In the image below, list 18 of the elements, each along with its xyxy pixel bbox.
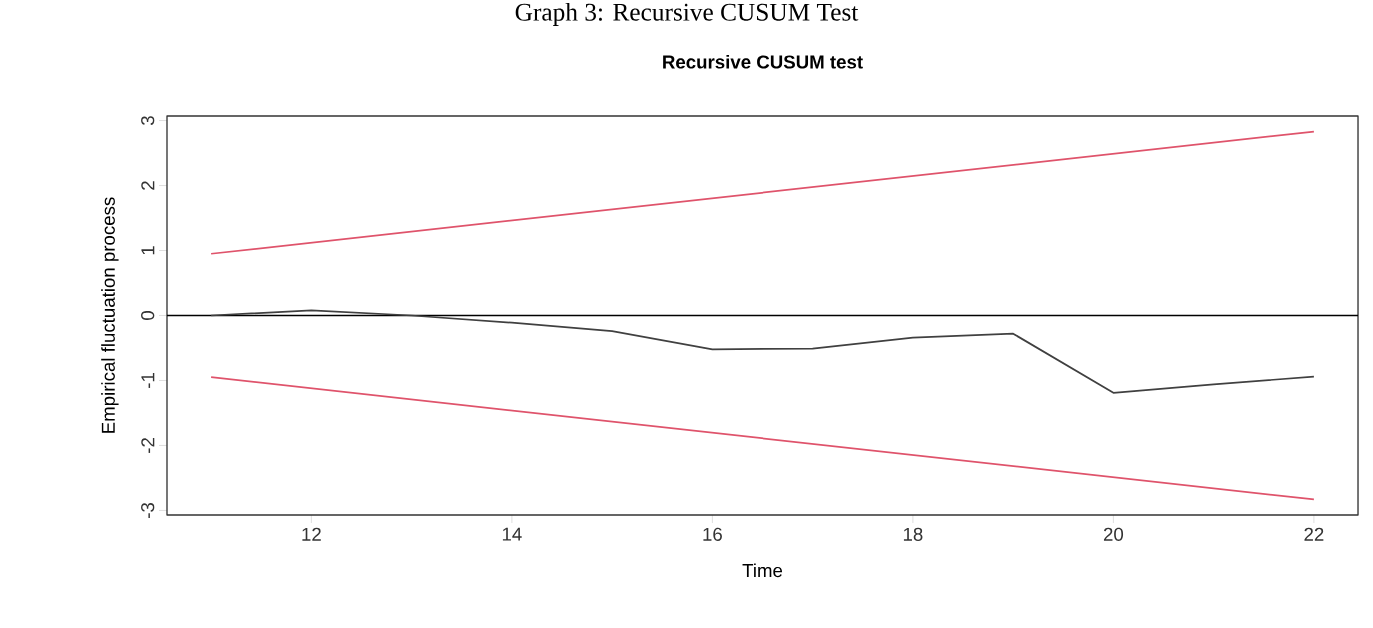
caption: Graph 3: Recursive CUSUM Test (515, 2, 859, 26)
y-tick-label: 1 (141, 246, 155, 255)
x-axis-title: Time (742, 563, 783, 578)
x-tick-label: 12 (302, 527, 321, 541)
y-tick-label: 3 (141, 116, 155, 126)
x-tick-label: 16 (703, 527, 722, 541)
y-tick-label: 0 (141, 311, 155, 320)
y-tick-label: 2 (141, 181, 155, 190)
y-tick-label: -3 (141, 502, 155, 518)
y-tick-label: -2 (141, 438, 155, 453)
y-tick-label: -1 (141, 373, 155, 388)
x-tick-label: 18 (903, 527, 923, 541)
x-tick-label: 22 (1304, 527, 1324, 541)
x-tick-label: 14 (502, 527, 522, 541)
line-series (210, 309, 1315, 394)
y-axis-title: Empirical fluctuation process (101, 197, 119, 433)
x-tick-label: 20 (1103, 527, 1124, 541)
chart-title: Recursive CUSUM test (663, 54, 863, 69)
